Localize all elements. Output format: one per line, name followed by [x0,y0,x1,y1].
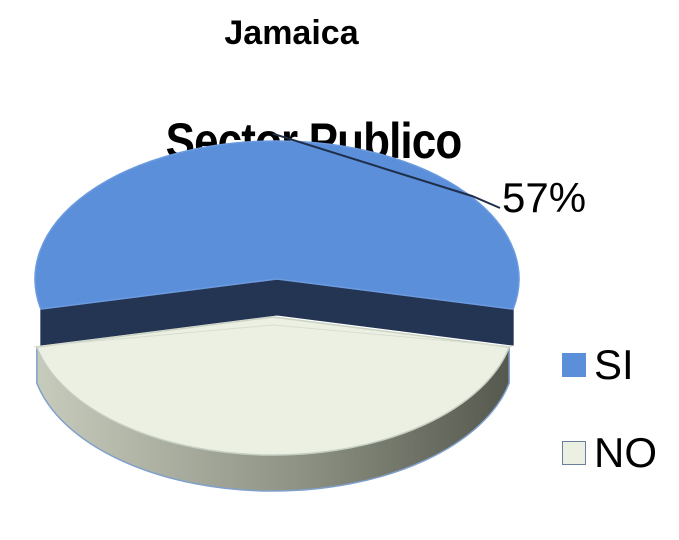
pie-slice-si [34,140,520,310]
chart-legend: SI NO [562,340,672,516]
legend-item-si: SI [562,340,672,390]
pie-slice-no [35,316,511,456]
legend-swatch-si [562,353,586,377]
legend-label-si: SI [594,341,634,388]
page-title: Jamaica [224,14,359,52]
pie-slice-no-facet [33,324,513,348]
data-label-si: 57% [502,174,586,221]
legend-label-no: NO [594,429,657,476]
legend-item-no: NO [562,428,672,478]
data-label-leader-si [272,132,501,209]
legend-swatch-no [562,441,586,465]
